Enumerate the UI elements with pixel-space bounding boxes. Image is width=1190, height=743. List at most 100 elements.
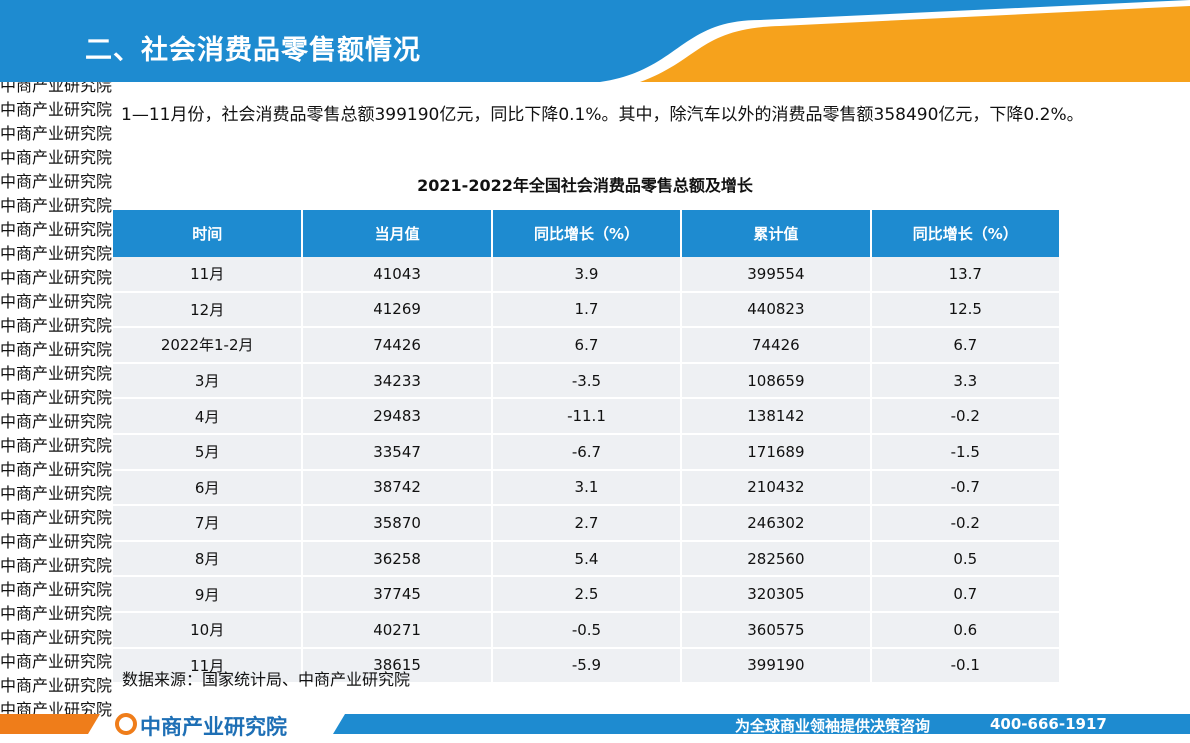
watermark: 中商产业研究院 (0, 556, 113, 575)
table-cell: 0.7 (870, 575, 1062, 613)
table-cell: -0.2 (870, 397, 1062, 435)
table-cell: 29483 (302, 397, 493, 435)
table-cell: 41043 (302, 257, 493, 293)
slogan: 为全球商业领袖提供决策咨询 (735, 717, 931, 735)
table-cell: 2.5 (491, 575, 683, 613)
table-cell: 35870 (302, 504, 493, 542)
table-cell: 74426 (681, 326, 872, 364)
footer-band (333, 714, 1190, 734)
footer-orange (0, 714, 100, 734)
table-row: 2022年1-2月 74426 6.7 74426 6.7 (113, 326, 1062, 364)
table-row: 10月 40271 -0.5 360575 0.6 (113, 610, 1062, 649)
watermark: 中商产业研究院 (0, 316, 113, 335)
table-cell: 11月 (113, 257, 304, 293)
header-cell: 累计值 (681, 210, 872, 257)
table-cell: 399554 (681, 257, 872, 293)
watermark: 中商产业研究院 (0, 676, 113, 695)
table-cell: -5.9 (491, 646, 683, 685)
watermark: 中商产业研究院 (0, 340, 113, 359)
table-row: 11月 38615 -5.9 399190 -0.1 (113, 646, 1062, 685)
table-cell: 3.9 (491, 257, 683, 293)
watermark: 中商产业研究院 (0, 460, 113, 479)
table-cell: 38615 (302, 646, 493, 685)
table-row: 5月 33547 -6.7 171689 -1.5 (113, 432, 1062, 471)
table-cell: -0.1 (870, 646, 1062, 685)
watermark: 中商产业研究院 (0, 580, 113, 599)
watermark: 中商产业研究院 (0, 172, 113, 191)
page-title: 二、社会消费品零售额情况 (85, 35, 421, 66)
data-table: 时间 当月值 同比增长（%） 累计值 同比增长（%） 11月 41043 3.9 399554 1… (113, 210, 1062, 685)
table-cell: 37745 (302, 575, 493, 613)
watermark: 中商产业研究院 (0, 436, 113, 455)
watermark: 中商产业研究院 (0, 244, 113, 263)
table-cell: 3.1 (491, 468, 683, 507)
table-cell: 2022年1-2月 (113, 326, 304, 364)
table-cell: 4月 (113, 397, 304, 435)
watermark: 中商产业研究院 (0, 484, 113, 503)
table-title: 2021-2022年全国社会消费品零售总额及增长 (417, 176, 753, 195)
table-row: 12月 41269 1.7 440823 12.5 (113, 290, 1062, 329)
table-row: 9月 37745 2.5 320305 0.7 (113, 575, 1062, 613)
header-cell: 同比增长（%） (870, 210, 1062, 257)
header-row: 时间 当月值 同比增长（%） 累计值 同比增长（%） (113, 210, 1062, 257)
table-cell: 5月 (113, 432, 304, 471)
table-cell: 74426 (302, 326, 493, 364)
table-cell: 360575 (681, 610, 872, 649)
table-cell: 12.5 (870, 290, 1062, 329)
table-cell: 1.7 (491, 290, 683, 329)
table-cell: -0.2 (870, 504, 1062, 542)
table-cell: 8月 (113, 539, 304, 578)
table-cell: 36258 (302, 539, 493, 578)
watermark: 中商产业研究院 (0, 412, 113, 431)
logo-text: 中商产业研究院 (140, 715, 287, 739)
watermark: 中商产业研究院 (0, 604, 113, 623)
table-cell: 6月 (113, 468, 304, 507)
table-cell: 6.7 (870, 326, 1062, 364)
phone: 400-666-1917 (990, 715, 1107, 733)
table-cell: 11月 (113, 646, 304, 685)
table-cell: 33547 (302, 432, 493, 471)
watermark: 中商产业研究院 (0, 292, 113, 311)
table-cell: 12月 (113, 290, 304, 329)
logo-icon (115, 713, 137, 735)
table-cell: -0.7 (870, 468, 1062, 507)
table-cell: 138142 (681, 397, 872, 435)
table-cell: -3.5 (491, 361, 683, 400)
header-orange (640, 6, 1190, 82)
table-row: 4月 29483 -11.1 138142 -0.2 (113, 397, 1062, 435)
table-cell: 246302 (681, 504, 872, 542)
table-cell: 282560 (681, 539, 872, 578)
table-cell: 171689 (681, 432, 872, 471)
watermark: 中商产业研究院 (0, 508, 113, 527)
paragraph: 1—11月份，社会消费品零售总额399190亿元，同比下降0.1%。其中，除汽车… (121, 105, 1084, 125)
watermark: 中商产业研究院 (0, 268, 113, 287)
watermark: 中商产业研究院 (0, 124, 113, 143)
table-row: 6月 38742 3.1 210432 -0.7 (113, 468, 1062, 507)
table-cell: 3.3 (870, 361, 1062, 400)
watermark: 中商产业研究院 (0, 100, 113, 119)
table-cell: 34233 (302, 361, 493, 400)
watermark: 中商产业研究院 (0, 148, 113, 167)
table-cell: 440823 (681, 290, 872, 329)
table-cell: 41269 (302, 290, 493, 329)
table-cell: -0.5 (491, 610, 683, 649)
watermark: 中商产业研究院 (0, 628, 113, 647)
table-cell: 40271 (302, 610, 493, 649)
table-cell: 0.5 (870, 539, 1062, 578)
watermark: 中商产业研究院 (0, 388, 113, 407)
table-cell: 13.7 (870, 257, 1062, 293)
table-cell: 7月 (113, 504, 304, 542)
header-cell: 时间 (113, 210, 304, 257)
table-cell: 0.6 (870, 610, 1062, 649)
table-cell: 399190 (681, 646, 872, 685)
table-cell: 10月 (113, 610, 304, 649)
table-cell: 9月 (113, 575, 304, 613)
watermark: 中商产业研究院 (0, 196, 113, 215)
table-cell: 2.7 (491, 504, 683, 542)
watermark: 中商产业研究院 (0, 364, 113, 383)
watermark: 中商产业研究院 (0, 652, 113, 671)
table-row: 3月 34233 -3.5 108659 3.3 (113, 361, 1062, 400)
watermark: 中商产业研究院 (0, 532, 113, 551)
